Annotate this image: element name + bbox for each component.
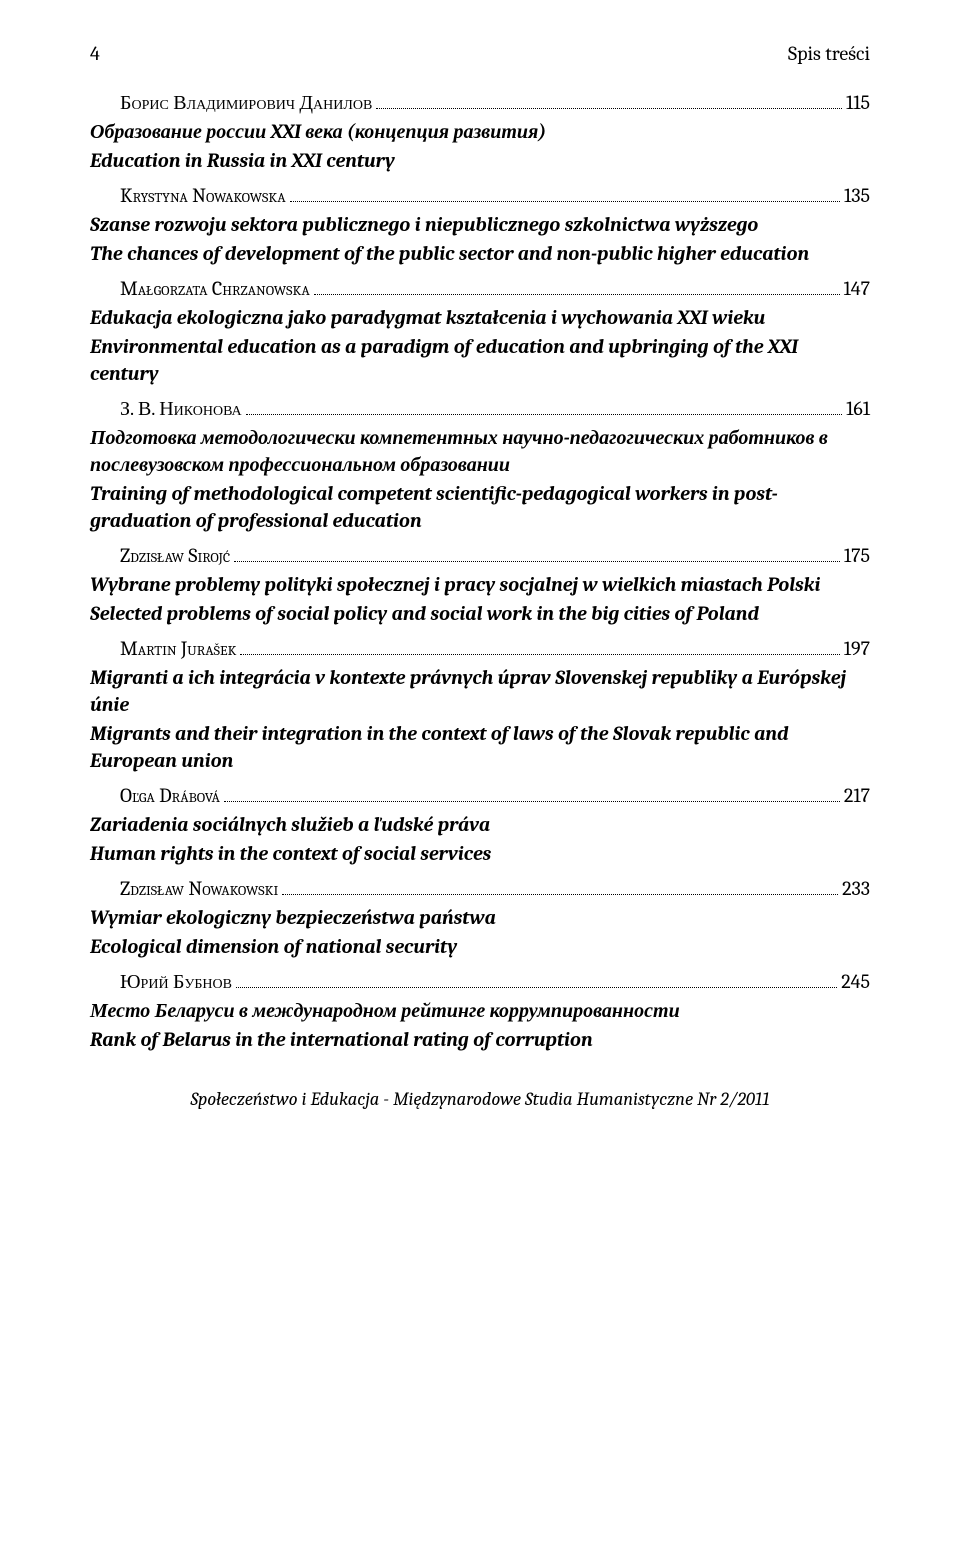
title-translated: Training of methodological competent sci… <box>90 480 870 534</box>
title-translated: The chances of development of the public… <box>90 240 870 267</box>
title-translated: Ecological dimension of national securit… <box>90 933 870 960</box>
entry-page: 217 <box>844 782 870 809</box>
entry-page: 135 <box>844 182 870 209</box>
toc-entry: Юрий Бубнов 245 Место Беларуси в междуна… <box>90 968 870 1053</box>
leader-dots <box>376 108 842 109</box>
title-original: Место Беларуси в международном рейтинге … <box>90 997 870 1024</box>
leader-dots <box>224 801 840 802</box>
entry-page: 245 <box>841 968 870 995</box>
leader-dots <box>246 414 842 415</box>
title-original: Wybrane problemy polityki społecznej i p… <box>90 571 870 598</box>
author-line: Krystyna Nowakowska 135 <box>120 182 870 209</box>
entry-page: 161 <box>846 395 870 422</box>
author-name: Oľga Drábová <box>120 782 220 809</box>
author-line: Борис Владимирович Данилов 115 <box>120 89 870 116</box>
author-name: Юрий Бубнов <box>120 968 232 995</box>
toc-entry: З. В. Никонова 161 Подготовка методологи… <box>90 395 870 534</box>
entry-page: 197 <box>844 635 870 662</box>
author-name: Zdzisław Nowakowski <box>120 875 278 902</box>
author-line: Zdzisław Nowakowski 233 <box>120 875 870 902</box>
title-translated: Selected problems of social policy and s… <box>90 600 870 627</box>
title-translated: Human rights in the context of social se… <box>90 840 870 867</box>
toc-entry: Zdzisław Nowakowski 233 Wymiar ekologicz… <box>90 875 870 960</box>
author-name: Krystyna Nowakowska <box>120 182 286 209</box>
author-name: Zdzisław Sirojć <box>120 542 230 569</box>
entry-page: 147 <box>844 275 870 302</box>
title-original: Migranti a ich integrácia v kontexte prá… <box>90 664 870 718</box>
page-header: 4 Spis treści <box>90 40 870 67</box>
author-name: Борис Владимирович Данилов <box>120 89 372 116</box>
page-footer: Społeczeństwo i Edukacja - Międzynarodow… <box>90 1087 870 1112</box>
title-translated: Education in Russia in XXI century <box>90 147 870 174</box>
leader-dots <box>290 201 840 202</box>
entry-page: 233 <box>842 875 870 902</box>
author-line: З. В. Никонова 161 <box>120 395 870 422</box>
toc-entry: Krystyna Nowakowska 135 Szanse rozwoju s… <box>90 182 870 267</box>
toc-entry: Борис Владимирович Данилов 115 Образован… <box>90 89 870 174</box>
leader-dots <box>282 894 838 895</box>
leader-dots <box>314 294 840 295</box>
title-original: Образование россии XXI века (концепция р… <box>90 118 870 145</box>
page-number: 4 <box>90 40 100 67</box>
title-original: Подготовка методологически компетентных … <box>90 424 870 478</box>
toc-entry: Zdzisław Sirojć 175 Wybrane problemy pol… <box>90 542 870 627</box>
title-original: Zariadenia sociálnych služieb a ľudské p… <box>90 811 870 838</box>
title-translated: Environmental education as a paradigm of… <box>90 333 870 387</box>
toc-entry: Martin Jurašek 197 Migranti a ich integr… <box>90 635 870 774</box>
author-name: З. В. Никонова <box>120 395 242 422</box>
entry-page: 115 <box>846 89 870 116</box>
author-line: Oľga Drábová 217 <box>120 782 870 809</box>
leader-dots <box>234 561 840 562</box>
author-name: Małgorzata Chrzanowska <box>120 275 310 302</box>
leader-dots <box>240 654 839 655</box>
author-line: Małgorzata Chrzanowska 147 <box>120 275 870 302</box>
author-line: Zdzisław Sirojć 175 <box>120 542 870 569</box>
author-line: Martin Jurašek 197 <box>120 635 870 662</box>
author-line: Юрий Бубнов 245 <box>120 968 870 995</box>
section-title: Spis treści <box>788 40 870 67</box>
toc-entry: Małgorzata Chrzanowska 147 Edukacja ekol… <box>90 275 870 387</box>
author-name: Martin Jurašek <box>120 635 236 662</box>
title-translated: Rank of Belarus in the international rat… <box>90 1026 870 1053</box>
entry-page: 175 <box>844 542 870 569</box>
title-original: Szanse rozwoju sektora publicznego i nie… <box>90 211 870 238</box>
toc-entry: Oľga Drábová 217 Zariadenia sociálnych s… <box>90 782 870 867</box>
leader-dots <box>236 987 837 988</box>
title-original: Wymiar ekologiczny bezpieczeństwa państw… <box>90 904 870 931</box>
title-original: Edukacja ekologiczna jako paradygmat ksz… <box>90 304 870 331</box>
title-translated: Migrants and their integration in the co… <box>90 720 870 774</box>
